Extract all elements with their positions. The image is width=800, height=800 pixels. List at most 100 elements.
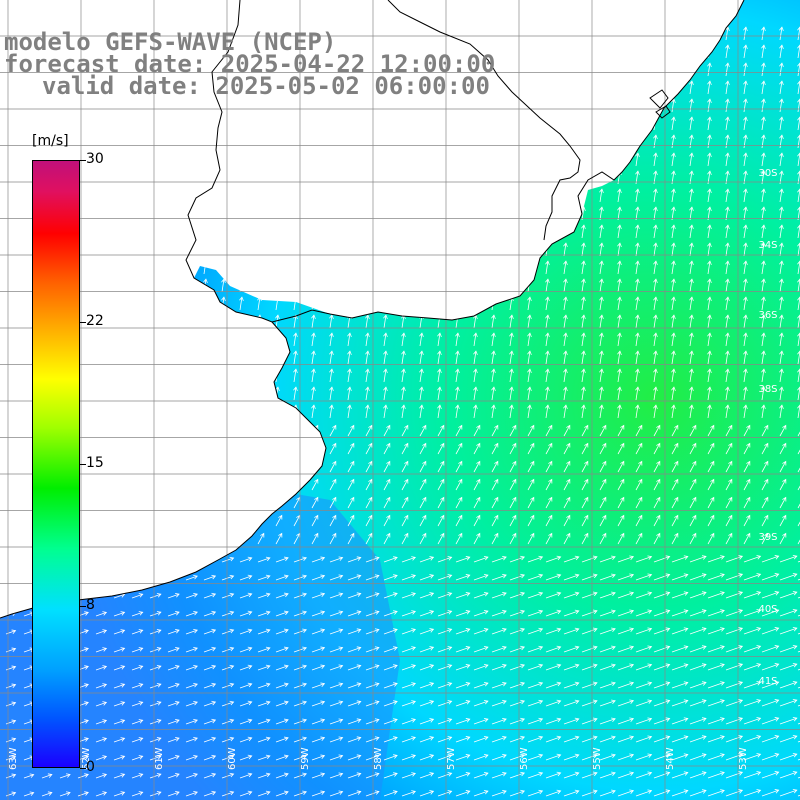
arrow-icon [545,460,553,473]
arrow-icon [383,700,398,707]
arrow-icon [95,629,108,635]
arrow-icon [617,699,635,707]
arrow-icon [347,700,362,707]
arrow-icon [473,555,489,563]
arrow-icon [455,772,471,779]
arrow-icon [275,718,289,725]
arrow-icon [689,514,697,527]
arrow-icon [653,771,671,779]
colorbar-tick-mark [80,605,86,607]
arrow-icon [563,478,571,491]
arrow-icon [779,478,787,491]
latitude-label: 40S [758,604,777,615]
arrow-icon [725,609,744,617]
arrow-icon [599,735,616,743]
arrow-icon [311,700,326,707]
arrow-icon [779,554,798,563]
arrow-icon [437,442,445,455]
arrow-icon [113,629,126,635]
arrow-icon [743,62,748,77]
arrow-icon [581,260,586,275]
arrow-icon [113,647,126,653]
arrow-icon [707,260,712,275]
arrow-icon [545,717,562,725]
arrow-icon [635,152,640,167]
arrow-icon [311,532,319,545]
arrow-icon [653,260,658,275]
arrow-icon [671,771,689,779]
arrow-icon [743,627,762,635]
arrow-icon [743,188,748,203]
arrow-icon [707,62,712,77]
arrow-icon [707,591,725,599]
arrow-icon [203,736,217,743]
arrow-icon [167,737,180,743]
arrow-icon [185,646,198,653]
arrow-icon [743,717,762,725]
arrow-icon [455,646,471,653]
arrow-icon [275,628,289,635]
arrow-icon [743,532,751,545]
arrow-icon [599,242,604,257]
arrow-icon [383,646,398,653]
arrow-icon [689,645,707,653]
arrow-icon [743,478,751,491]
arrow-icon [617,753,635,761]
arrow-icon [779,332,784,347]
arrow-icon [347,718,362,725]
arrow-icon [725,478,733,491]
arrow-icon [239,700,253,707]
arrow-icon [779,116,784,131]
arrow-icon [779,532,787,545]
arrow-icon [617,573,635,581]
arrow-icon [653,532,661,545]
arrow-icon [563,350,568,365]
arrow-icon [455,700,471,707]
coastline-west [0,321,327,619]
arrow-icon [473,478,481,491]
arrow-icon [743,350,748,365]
arrow-icon [689,404,694,419]
arrow-icon [383,496,391,509]
arrow-icon [617,496,625,509]
arrow-icon [635,735,653,743]
arrow-icon [689,242,694,257]
arrow-icon [419,442,427,455]
arrow-icon [635,771,653,779]
arrow-icon [635,424,643,437]
arrow-icon [149,629,162,635]
arrow-icon [311,754,326,761]
arrow-icon [365,442,373,455]
arrow-icon [311,496,319,509]
arrow-icon [329,368,334,383]
arrow-icon [491,699,507,707]
arrow-icon [581,789,598,797]
arrow-icon [653,314,658,329]
arrow-icon [671,98,676,113]
arrow-icon [617,717,635,725]
arrow-icon [167,701,180,707]
arrow-icon [509,496,517,509]
arrow-icon [293,314,298,329]
arrow-icon [635,442,643,455]
arrow-icon [581,555,598,563]
arrow-icon [725,591,744,599]
arrow-icon [239,736,253,743]
arrow-icon [563,609,580,617]
arrow-icon [725,134,730,149]
arrow-icon [707,717,725,725]
arrow-icon [563,627,580,635]
arrow-icon [311,478,319,491]
arrow-icon [419,332,424,347]
arrow-icon [635,206,640,221]
arrow-icon [635,717,653,725]
arrow-icon [761,134,766,149]
arrow-icon [473,753,489,761]
arrow-icon [743,386,748,401]
longitude-label: 54W [665,747,676,770]
arrow-icon [671,591,689,599]
arrow-icon [707,573,725,581]
arrow-icon [635,350,640,365]
arrow-icon [599,771,616,779]
arrow-icon [203,682,217,689]
